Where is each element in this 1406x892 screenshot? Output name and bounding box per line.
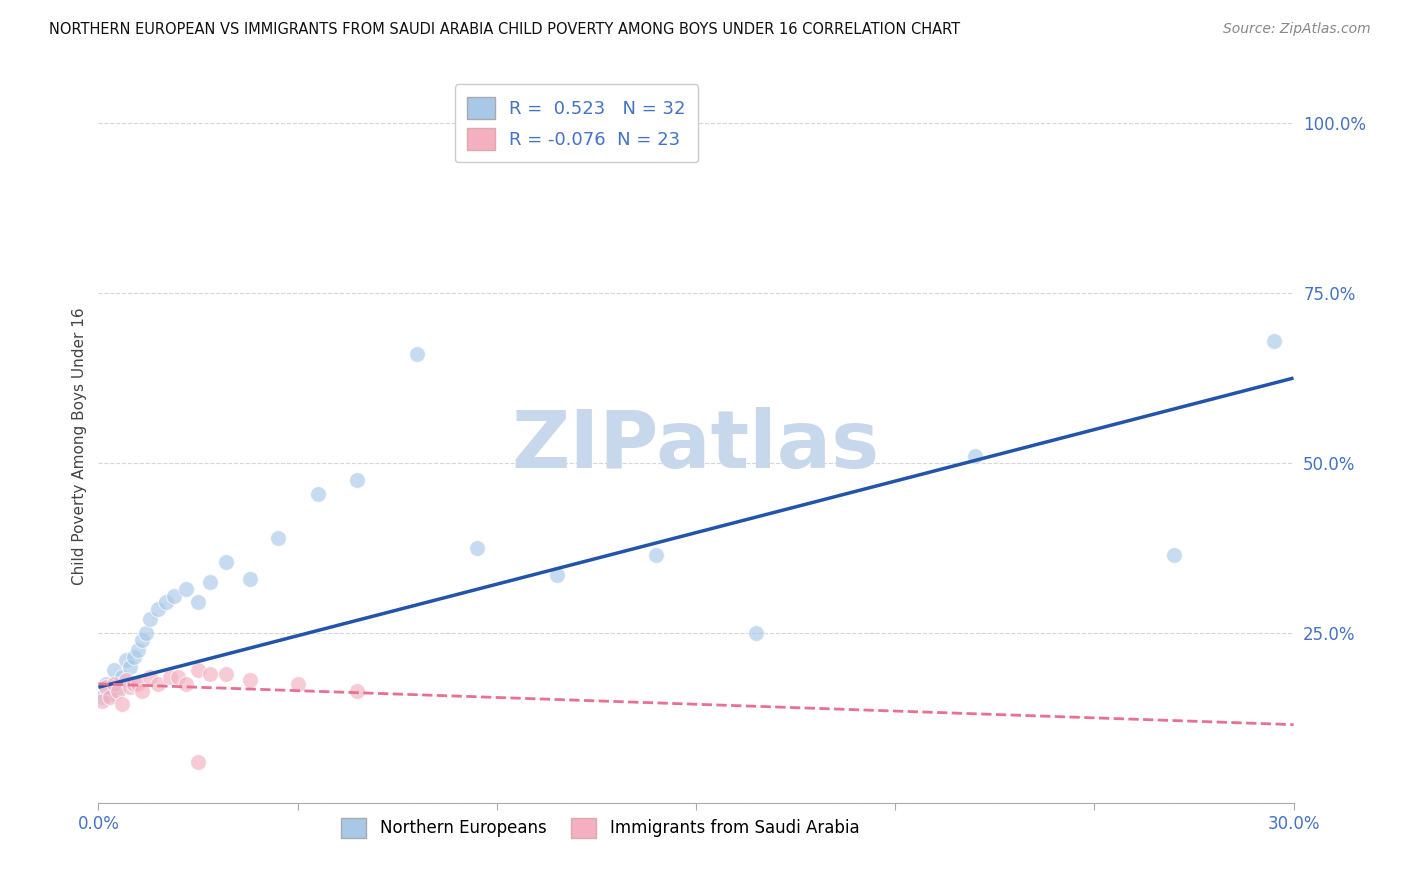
Point	[91, 694, 114, 708]
Point	[111, 698, 134, 712]
Point	[124, 649, 146, 664]
Point	[346, 473, 368, 487]
Point	[98, 690, 122, 705]
Point	[215, 666, 238, 681]
Point	[187, 755, 209, 769]
Point	[103, 677, 125, 691]
Point	[187, 663, 209, 677]
Y-axis label: Child Poverty Among Boys Under 16: Child Poverty Among Boys Under 16	[72, 307, 87, 585]
Point	[546, 568, 568, 582]
Point	[198, 666, 221, 681]
Point	[174, 582, 197, 596]
Point	[139, 612, 162, 626]
Point	[124, 677, 146, 691]
Point	[1163, 548, 1185, 562]
Point	[187, 595, 209, 609]
Point	[745, 626, 768, 640]
Point	[111, 670, 134, 684]
Point	[131, 632, 153, 647]
Point	[148, 677, 170, 691]
Point	[167, 670, 190, 684]
Text: Source: ZipAtlas.com: Source: ZipAtlas.com	[1223, 22, 1371, 37]
Point	[120, 660, 142, 674]
Text: NORTHERN EUROPEAN VS IMMIGRANTS FROM SAUDI ARABIA CHILD POVERTY AMONG BOYS UNDER: NORTHERN EUROPEAN VS IMMIGRANTS FROM SAU…	[49, 22, 960, 37]
Point	[239, 673, 262, 688]
Point	[120, 680, 142, 694]
Point	[127, 643, 149, 657]
Point	[96, 677, 118, 691]
Point	[963, 449, 986, 463]
Point	[287, 677, 309, 691]
Point	[163, 589, 186, 603]
Point	[307, 486, 329, 500]
Point	[267, 531, 290, 545]
Point	[131, 683, 153, 698]
Point	[645, 548, 668, 562]
Point	[1263, 334, 1285, 348]
Point	[406, 347, 429, 361]
Point	[127, 677, 149, 691]
Point	[159, 670, 181, 684]
Point	[239, 572, 262, 586]
Point	[96, 680, 118, 694]
Point	[98, 687, 122, 701]
Point	[215, 555, 238, 569]
Point	[198, 574, 221, 589]
Point	[148, 602, 170, 616]
Legend: Northern Europeans, Immigrants from Saudi Arabia: Northern Europeans, Immigrants from Saud…	[332, 807, 869, 848]
Point	[346, 683, 368, 698]
Point	[91, 690, 114, 705]
Point	[139, 670, 162, 684]
Point	[135, 626, 157, 640]
Point	[107, 680, 129, 694]
Text: ZIPatlas: ZIPatlas	[512, 407, 880, 485]
Point	[115, 653, 138, 667]
Point	[107, 683, 129, 698]
Point	[115, 673, 138, 688]
Point	[174, 677, 197, 691]
Point	[103, 663, 125, 677]
Point	[465, 541, 488, 555]
Point	[155, 595, 177, 609]
